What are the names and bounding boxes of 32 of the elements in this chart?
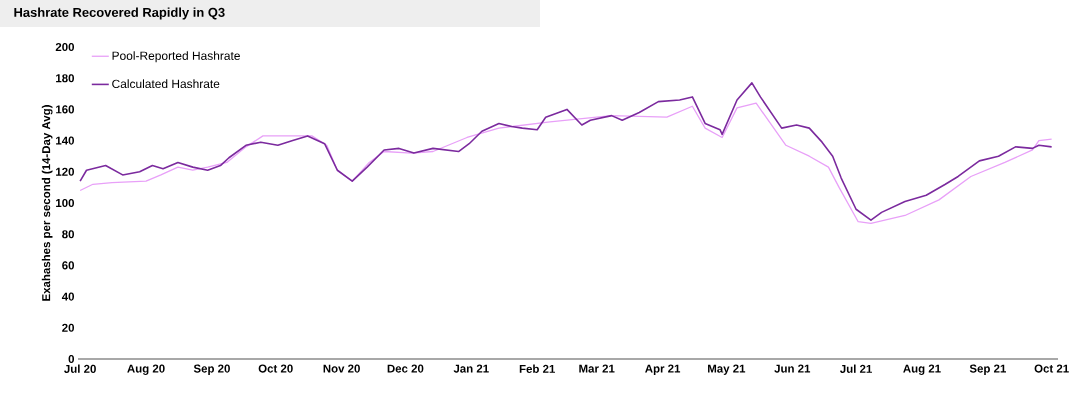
x-tick-label: Oct 21 <box>1034 364 1069 373</box>
y-tick-label: 80 <box>62 230 75 239</box>
legend-label: Calculated Hashrate <box>112 79 220 89</box>
y-tick-label: 120 <box>56 167 75 176</box>
x-tick-label: Mar 21 <box>579 364 615 373</box>
x-tick-label: Jul 20 <box>64 364 96 373</box>
y-tick-label: 100 <box>56 198 75 208</box>
y-axis-title: Exahashes per second (14-Day Avg) <box>41 105 53 301</box>
y-tick-label: 20 <box>62 323 75 332</box>
x-tick-label: Aug 20 <box>127 364 165 375</box>
line-series <box>79 102 1053 224</box>
x-tick-label: Sep 20 <box>193 364 230 375</box>
x-tick-label: Sep 21 <box>969 364 1006 375</box>
x-tick-label: Apr 21 <box>645 364 681 375</box>
y-tick-label: 180 <box>56 74 75 83</box>
y-tick-label: 60 <box>62 261 75 270</box>
x-tick-label: Dec 20 <box>387 364 424 373</box>
legend-label: Pool-Reported Hashrate <box>112 51 240 63</box>
y-tick-label: 40 <box>61 292 75 301</box>
x-tick-label: May 21 <box>708 364 746 375</box>
y-tick-label: 160 <box>56 105 75 114</box>
x-tick-label: Aug 21 <box>903 364 941 375</box>
chart-title: Hashrate Recovered Rapidly in Q3 <box>14 7 225 20</box>
x-tick-label: Nov 20 <box>323 364 360 373</box>
x-tick-label: Feb 21 <box>519 364 555 373</box>
x-tick-label: Jul 21 <box>840 364 872 373</box>
y-tick-label: 0 <box>68 354 75 364</box>
x-tick-label: Oct 20 <box>258 364 293 373</box>
x-tick-label: Jan 21 <box>453 364 489 373</box>
x-tick-label: Jun 21 <box>774 364 811 373</box>
y-tick-label: 140 <box>56 136 75 145</box>
y-tick-label: 200 <box>55 42 75 52</box>
